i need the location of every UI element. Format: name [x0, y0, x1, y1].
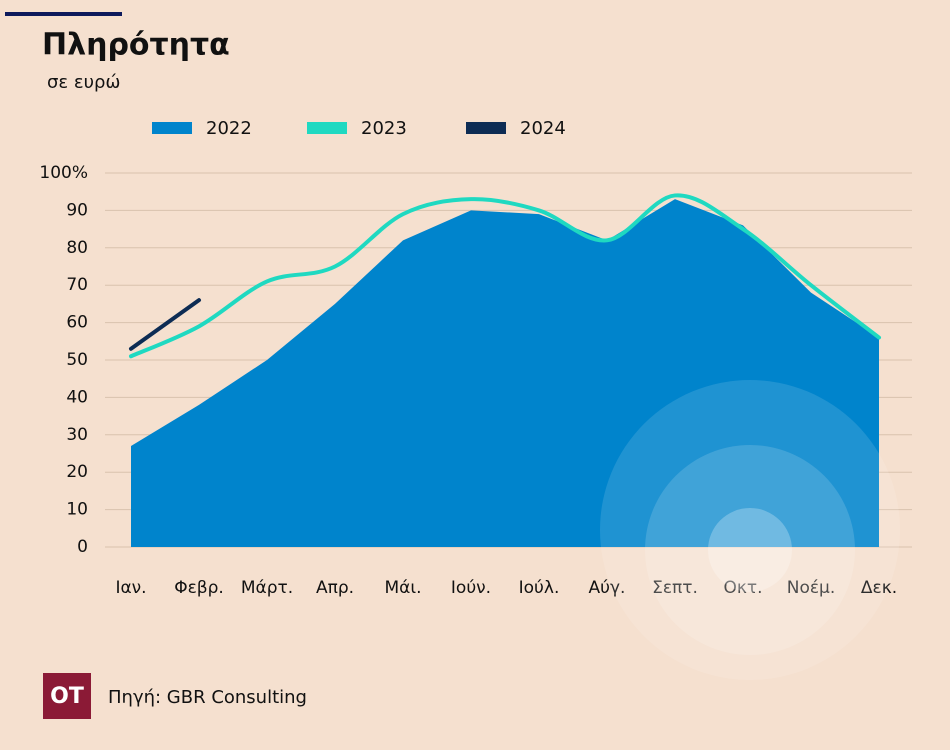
- legend-label: 2024: [520, 118, 566, 139]
- chart-subtitle: σε ευρώ: [47, 72, 121, 93]
- chart-title: Πληρότητα: [42, 28, 230, 63]
- deco-circle: [708, 508, 792, 592]
- area: [131, 199, 879, 547]
- decoration: [600, 380, 900, 680]
- y-tick-label: 80: [66, 238, 88, 258]
- plot: 0 10 20 30 40 50 60 70 80 90 100% Ιαν. Φεβρ. Μάρτ. Απρ…: [39, 118, 912, 598]
- legend-label: 2023: [361, 118, 407, 139]
- y-tick-label: 50: [66, 350, 88, 370]
- line: [129, 298, 201, 351]
- x-tick-label: Μάι.: [384, 578, 421, 598]
- y-tick-label: 60: [66, 313, 88, 333]
- x-tick-label: Νοέμ.: [787, 578, 836, 598]
- legend-swatch: [307, 122, 347, 134]
- y-tick-label: 30: [66, 425, 88, 445]
- line: [129, 193, 881, 359]
- x-tick-label: Ιαν.: [115, 578, 146, 598]
- x-tick-label: Ιούν.: [451, 578, 491, 598]
- y-tick-label: 100%: [39, 163, 88, 183]
- deco-circle: [645, 445, 855, 655]
- x-tick-label: Σεπτ.: [652, 578, 698, 598]
- x-tick-label: Δεκ.: [861, 578, 897, 598]
- legend-label: 2022: [206, 118, 252, 139]
- y-tick-label: 40: [66, 387, 88, 407]
- y-tick-label: 70: [66, 275, 88, 295]
- y-tick-label: 20: [66, 462, 88, 482]
- legend-swatch: [466, 122, 506, 134]
- accent-bar: [5, 12, 122, 16]
- x-tick-label: Φεβρ.: [174, 578, 224, 598]
- deco-circle: [600, 380, 900, 680]
- x-tick-label: Μάρτ.: [241, 578, 293, 598]
- x-tick-label: Αύγ.: [589, 578, 626, 598]
- y-tick-label: 10: [66, 500, 88, 520]
- y-tick-label: 0: [77, 537, 88, 557]
- y-tick-label: 90: [66, 200, 88, 220]
- legend-swatch: [152, 122, 192, 134]
- x-tick-label: Απρ.: [316, 578, 354, 598]
- source: Πηγή: GBR Consulting: [108, 687, 307, 708]
- x-tick-label: Ιούλ.: [519, 578, 560, 598]
- x-tick-label: Οκτ.: [723, 578, 762, 598]
- logo: OT: [50, 684, 84, 709]
- logo-box: [43, 673, 91, 719]
